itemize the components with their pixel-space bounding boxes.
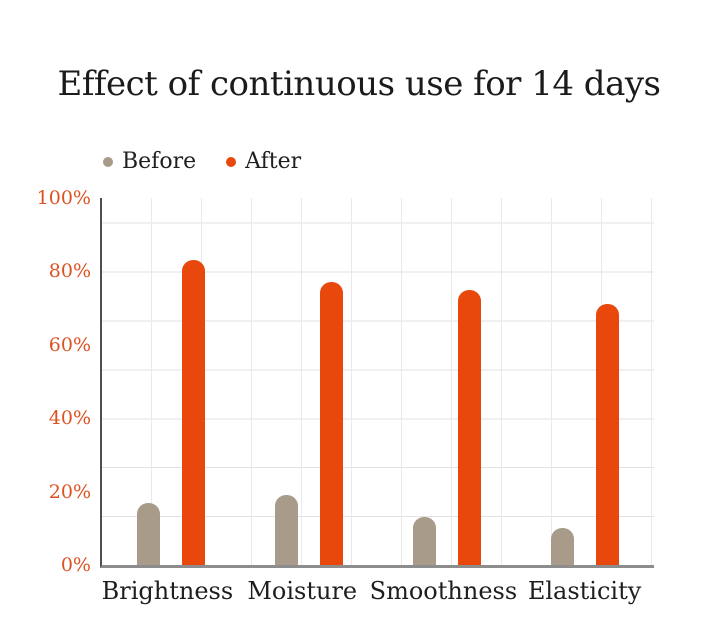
x-axis-label-elasticity: Elasticity [527, 577, 642, 605]
bar-group-moisture [240, 198, 378, 565]
bar-after-elasticity [596, 304, 619, 565]
bar-before-elasticity [551, 528, 574, 565]
bar-group-brightness [102, 198, 240, 565]
legend-marker-after-icon [226, 156, 237, 167]
y-tick-label-0-: 0% [60, 554, 91, 576]
bar-groups [102, 198, 654, 565]
bar-group-smoothness [378, 198, 516, 565]
y-axis: 0% 20% 40% 60% 80% 100% [0, 187, 91, 576]
y-tick-label-60-: 60% [48, 333, 91, 356]
y-tick-label-40-: 40% [48, 407, 91, 430]
x-axis: Brightness Moisture Smoothness Elasticity [100, 577, 652, 605]
bar-before-moisture [275, 495, 298, 565]
x-axis-label-moisture: Moisture [247, 577, 358, 605]
y-tick-label-100-: 100% [36, 187, 91, 209]
plot-area [100, 198, 654, 568]
legend-item-after: After [226, 149, 301, 174]
x-axis-label-brightness: Brightness [101, 577, 234, 605]
bar-after-smoothness [458, 289, 481, 565]
bar-after-moisture [320, 282, 343, 565]
legend-marker-before-icon [103, 156, 113, 167]
legend-label-after: After [245, 149, 302, 174]
bar-group-elasticity [516, 198, 654, 565]
legend-label-before: Before [122, 149, 197, 174]
legend-item-before: Before [103, 149, 196, 174]
legend: Before After [103, 149, 301, 174]
bar-before-brightness [137, 502, 160, 565]
bar-after-brightness [182, 260, 205, 565]
x-axis-label-smoothness: Smoothness [369, 577, 518, 605]
y-tick-label-80-: 80% [48, 260, 91, 283]
bar-before-smoothness [413, 517, 436, 565]
chart-title: Effect of continuous use for 14 days [57, 64, 662, 104]
y-tick-label-20-: 20% [48, 480, 91, 503]
